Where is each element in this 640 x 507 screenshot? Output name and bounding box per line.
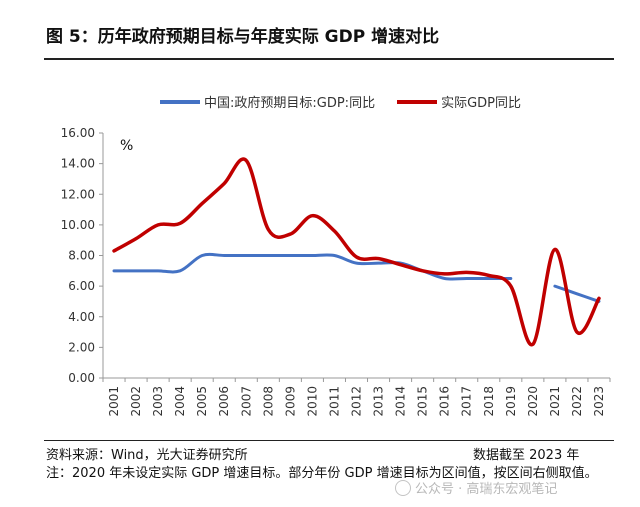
- x-tick-label: 2016: [438, 386, 452, 417]
- figure-title: 图 5：历年政府预期目标与年度实际 GDP 增速对比: [46, 27, 440, 47]
- x-tick-label: 2007: [239, 386, 253, 417]
- x-tick-label: 2015: [416, 386, 430, 417]
- y-tick-label: 6.00: [68, 279, 95, 293]
- y-tick-label: 10.00: [61, 218, 95, 232]
- note-text: 注：2020 年未设定实际 GDP 增速目标。部分年份 GDP 增速目标为区间值…: [46, 466, 598, 481]
- x-tick-label: 2009: [283, 386, 297, 417]
- watermark-text: 公众号 · 高瑞东宏观笔记: [415, 482, 558, 497]
- legend-swatch-target: [160, 99, 200, 104]
- x-tick-label: 2018: [482, 386, 496, 417]
- x-tick-label: 2011: [327, 386, 341, 417]
- cutoff-text: 数据截至 2023 年: [473, 448, 580, 463]
- title-rule: [44, 58, 614, 60]
- footer-rule: [44, 440, 614, 441]
- legend-label-actual: 实际GDP同比: [441, 96, 522, 111]
- source-text: 资料来源：Wind，光大证券研究所: [46, 448, 248, 463]
- x-tick-label: 2019: [504, 386, 518, 417]
- wechat-icon: [395, 479, 411, 496]
- y-tick-label: 4.00: [68, 310, 95, 324]
- x-tick-label: 2006: [217, 386, 231, 417]
- series-line-target-segment-1: [112, 252, 513, 281]
- y-tick-label: 0.00: [68, 371, 95, 385]
- watermark: 公众号 · 高瑞东宏观笔记: [395, 478, 557, 497]
- x-tick-label: 2017: [460, 386, 474, 417]
- x-tick-label: 2008: [261, 386, 275, 417]
- unit-label: %: [120, 138, 133, 154]
- y-tick-label: 8.00: [68, 249, 95, 263]
- x-tick-label: 2014: [394, 386, 408, 417]
- x-tick-label: 2002: [129, 386, 143, 417]
- line-chart: % 0.00 2.00 4.00 6.00 8.00 10.00 12.00 14.00 16.…: [61, 126, 611, 417]
- legend-item-target: 中国:政府预期目标:GDP:同比: [160, 92, 375, 111]
- x-tick-label: 2004: [173, 386, 187, 417]
- legend-swatch-actual: [397, 99, 438, 104]
- legend: 中国:政府预期目标:GDP:同比 实际GDP同比: [160, 92, 543, 111]
- x-tick-label: 2021: [548, 386, 562, 417]
- legend-label-target: 中国:政府预期目标:GDP:同比: [204, 96, 376, 111]
- x-tick-label: 2020: [526, 386, 540, 417]
- x-tick-label: 2010: [305, 386, 319, 417]
- x-tick-label: 2001: [107, 386, 121, 417]
- x-tick-label: 2003: [151, 386, 165, 417]
- series-line-target-segment-2: [553, 284, 601, 303]
- series-line-actual-segment-1: [112, 157, 601, 347]
- y-tick-label: 16.00: [61, 126, 95, 140]
- y-tick-label: 12.00: [61, 187, 95, 201]
- y-tick-label: 2.00: [68, 340, 95, 354]
- y-tick-label: 14.00: [61, 157, 95, 171]
- x-tick-label: 2023: [592, 386, 606, 417]
- x-tick-label: 2013: [372, 386, 386, 417]
- x-tick-label: 2005: [195, 386, 209, 417]
- x-tick-label: 2022: [570, 386, 584, 417]
- x-tick-label: 2012: [350, 386, 364, 417]
- legend-item-actual: 实际GDP同比: [397, 92, 521, 111]
